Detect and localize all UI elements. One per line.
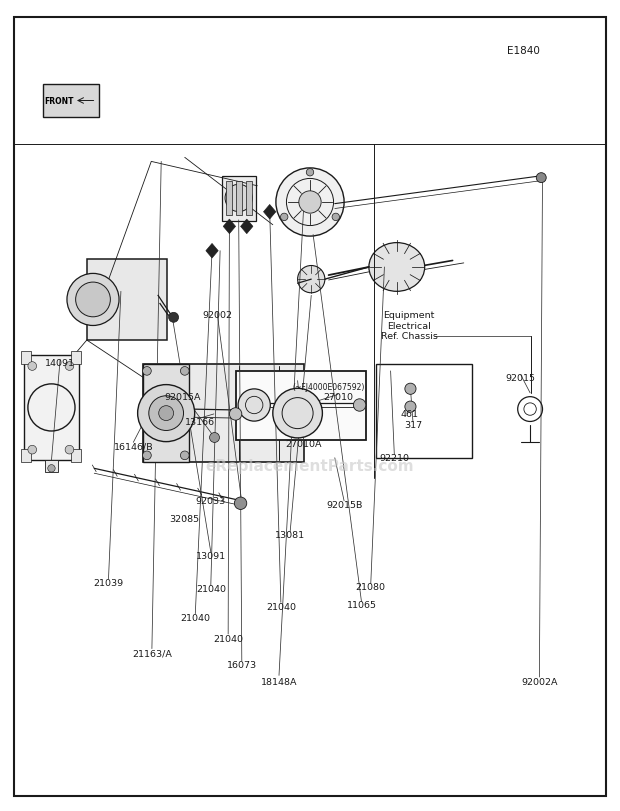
Text: 92033: 92033 [196, 496, 226, 506]
Bar [236, 182, 242, 216]
Text: 92015A: 92015A [165, 393, 201, 402]
Text: 21163/A: 21163/A [132, 648, 172, 658]
Text: 21040: 21040 [213, 633, 243, 643]
Circle shape [299, 191, 321, 214]
Text: 14091: 14091 [45, 358, 75, 368]
Text: (~FJ4000E067592): (~FJ4000E067592) [293, 382, 365, 392]
Bar [226, 182, 232, 216]
Ellipse shape [369, 243, 425, 292]
Text: Electrical: Electrical [388, 321, 431, 331]
Circle shape [332, 214, 340, 221]
Circle shape [536, 174, 546, 183]
Circle shape [149, 397, 184, 431]
Polygon shape [241, 220, 253, 234]
Text: 92210: 92210 [379, 453, 409, 463]
Polygon shape [206, 244, 218, 259]
Text: Equipment: Equipment [384, 311, 435, 320]
Polygon shape [223, 220, 236, 234]
Circle shape [229, 408, 242, 421]
Circle shape [180, 452, 189, 460]
Bar [71, 449, 81, 462]
Text: 16146/B: 16146/B [113, 441, 153, 451]
Bar [45, 461, 58, 473]
Circle shape [143, 452, 151, 460]
Text: 461: 461 [400, 409, 419, 418]
Bar [236, 371, 366, 440]
Circle shape [143, 367, 151, 375]
Circle shape [180, 367, 189, 375]
Bar [24, 355, 79, 461]
Polygon shape [264, 205, 276, 220]
Text: 13166: 13166 [185, 417, 215, 427]
Bar [143, 365, 189, 462]
Circle shape [169, 313, 179, 323]
Circle shape [306, 169, 314, 177]
Text: 13091: 13091 [196, 551, 226, 560]
Bar [71, 352, 81, 365]
Bar [376, 365, 472, 458]
Bar [21, 449, 31, 462]
Circle shape [234, 497, 247, 510]
Text: 27010A: 27010A [286, 440, 322, 449]
Text: 21080: 21080 [356, 582, 386, 592]
Circle shape [238, 389, 270, 422]
Circle shape [273, 388, 322, 439]
Circle shape [298, 266, 325, 294]
Text: 92002: 92002 [202, 310, 232, 320]
Text: 21040: 21040 [196, 584, 226, 594]
Text: 21040: 21040 [266, 602, 296, 611]
Bar [21, 352, 31, 365]
Text: 21040: 21040 [180, 613, 210, 623]
Circle shape [28, 446, 37, 454]
Text: Ref. Chassis: Ref. Chassis [381, 332, 438, 341]
Circle shape [67, 274, 119, 326]
Bar [222, 177, 256, 221]
Bar [43, 85, 99, 118]
Circle shape [28, 363, 37, 371]
Text: 27010: 27010 [323, 393, 353, 402]
Text: 317: 317 [404, 420, 422, 430]
Text: 32085: 32085 [170, 514, 200, 524]
Text: 92015: 92015 [506, 373, 536, 383]
Circle shape [65, 363, 74, 371]
Text: 11065: 11065 [347, 600, 376, 610]
Circle shape [76, 283, 110, 317]
Text: 18148A: 18148A [261, 676, 297, 686]
Circle shape [353, 399, 366, 412]
Text: E1840: E1840 [507, 46, 541, 56]
Circle shape [225, 185, 252, 212]
Circle shape [138, 385, 195, 442]
Text: FRONT: FRONT [44, 97, 74, 106]
Bar [246, 182, 252, 216]
Text: 16073: 16073 [227, 660, 257, 670]
Circle shape [405, 384, 416, 395]
Circle shape [405, 401, 416, 413]
Circle shape [280, 214, 288, 221]
Text: 21039: 21039 [94, 577, 123, 587]
Text: 92015B: 92015B [326, 500, 362, 509]
Text: 92002A: 92002A [521, 676, 557, 686]
Text: eReplacementParts.com: eReplacementParts.com [206, 459, 414, 474]
Circle shape [159, 406, 174, 421]
Bar [143, 365, 304, 462]
Circle shape [210, 433, 219, 443]
Bar [87, 260, 167, 341]
Text: 13081: 13081 [275, 530, 305, 540]
Circle shape [65, 446, 74, 454]
Circle shape [48, 465, 55, 473]
Circle shape [276, 169, 344, 237]
